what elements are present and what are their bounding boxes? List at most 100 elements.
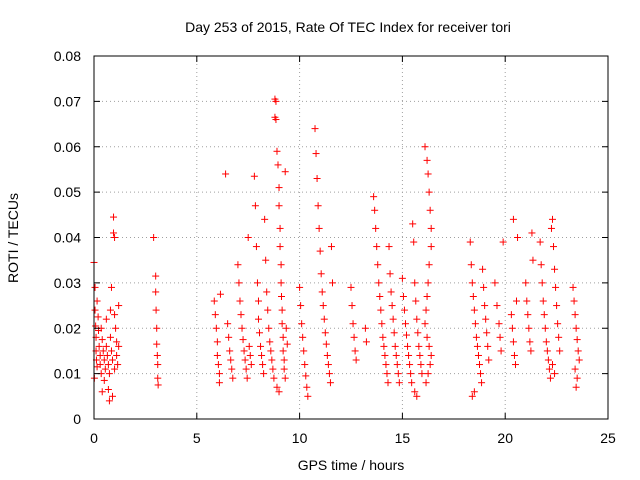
- data-point: [107, 347, 115, 355]
- data-point: [105, 397, 113, 405]
- data-point: [418, 370, 426, 378]
- data-point: [253, 279, 261, 287]
- data-point: [279, 347, 287, 355]
- data-point: [390, 329, 398, 337]
- y-tick-label: 0.03: [54, 275, 81, 291]
- data-point: [522, 279, 530, 287]
- data-point: [275, 184, 283, 192]
- data-point: [395, 379, 403, 387]
- data-point: [236, 297, 244, 305]
- data-point: [349, 320, 357, 328]
- data-point: [422, 379, 430, 387]
- data-point: [324, 361, 332, 369]
- data-point: [316, 247, 324, 255]
- data-point: [91, 283, 99, 291]
- data-point: [483, 329, 491, 337]
- data-point: [272, 97, 280, 105]
- data-point: [528, 229, 536, 237]
- data-point: [499, 238, 507, 246]
- data-point: [474, 351, 482, 359]
- data-point: [571, 311, 579, 319]
- data-point: [372, 224, 380, 232]
- x-tick-label: 20: [497, 430, 513, 446]
- data-point: [278, 306, 286, 314]
- data-point: [111, 311, 119, 319]
- data-point: [497, 347, 505, 355]
- data-point: [100, 376, 108, 384]
- data-point: [472, 333, 480, 341]
- data-point: [511, 361, 519, 369]
- y-tick-label: 0: [73, 411, 81, 427]
- data-point: [301, 361, 309, 369]
- data-point: [575, 356, 583, 364]
- data-point: [101, 365, 109, 373]
- data-point: [551, 370, 559, 378]
- data-point: [570, 297, 578, 305]
- data-point: [572, 324, 580, 332]
- data-point: [103, 351, 111, 359]
- data-point: [216, 290, 224, 298]
- data-point: [278, 292, 286, 300]
- data-point: [525, 324, 533, 332]
- data-point: [112, 324, 120, 332]
- data-point: [266, 338, 274, 346]
- data-point: [153, 324, 161, 332]
- data-point: [493, 302, 501, 310]
- y-tick-label: 0.06: [54, 139, 81, 155]
- data-point: [276, 243, 284, 251]
- data-point: [215, 370, 223, 378]
- data-point: [211, 311, 219, 319]
- data-point: [466, 238, 474, 246]
- data-point: [98, 336, 106, 344]
- data-point: [104, 386, 112, 394]
- data-point: [154, 374, 162, 382]
- data-point: [544, 356, 552, 364]
- data-point: [102, 342, 110, 350]
- data-point: [240, 347, 248, 355]
- data-point: [425, 342, 433, 350]
- data-point: [403, 331, 411, 339]
- data-point: [273, 383, 281, 391]
- data-point: [422, 306, 430, 314]
- data-point: [574, 347, 582, 355]
- data-point: [237, 311, 245, 319]
- data-point: [556, 347, 564, 355]
- data-point: [554, 320, 562, 328]
- data-point: [327, 243, 335, 251]
- data-point: [256, 329, 264, 337]
- data-point: [110, 229, 118, 237]
- data-point: [378, 320, 386, 328]
- data-point: [106, 306, 114, 314]
- data-point: [477, 370, 485, 378]
- data-point: [153, 340, 161, 348]
- data-point: [258, 351, 266, 359]
- data-point: [250, 172, 258, 180]
- data-point: [548, 361, 556, 369]
- data-point: [318, 288, 326, 296]
- x-tick-label: 15: [395, 430, 411, 446]
- data-point: [262, 256, 270, 264]
- data-point: [527, 347, 535, 355]
- data-point: [214, 361, 222, 369]
- data-point: [263, 288, 271, 296]
- data-point: [536, 238, 544, 246]
- data-point: [91, 306, 99, 314]
- data-point: [469, 292, 477, 300]
- data-point: [245, 342, 253, 350]
- data-point: [510, 351, 518, 359]
- data-point: [281, 374, 289, 382]
- data-point: [239, 336, 247, 344]
- data-point: [513, 297, 521, 305]
- data-point: [261, 215, 269, 223]
- data-point: [280, 365, 288, 373]
- data-point: [274, 161, 282, 169]
- data-point: [423, 156, 431, 164]
- data-point: [481, 302, 489, 310]
- data-point: [509, 215, 517, 223]
- data-point: [277, 279, 285, 287]
- data-point: [321, 329, 329, 337]
- data-point: [225, 333, 233, 341]
- data-point: [468, 392, 476, 400]
- data-point: [153, 351, 161, 359]
- data-point: [426, 206, 434, 214]
